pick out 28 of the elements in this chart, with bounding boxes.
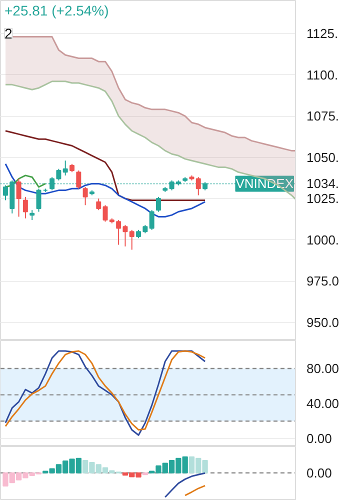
line-series	[4, 130, 206, 201]
candlestick	[156, 196, 161, 212]
y-tick-label: 40.00	[306, 396, 340, 412]
y-tick-label: 1050.	[306, 150, 340, 165]
candlestick	[22, 196, 28, 219]
candlestick	[129, 229, 134, 250]
y-tick-label: 975.0	[306, 274, 340, 289]
y-tick-label: 1025.	[306, 191, 340, 206]
y-tick-label: 950.0	[306, 314, 340, 330]
candlestick	[82, 186, 88, 206]
y-tick-label: 1034.	[306, 176, 340, 192]
candlestick	[62, 160, 68, 176]
candlestick	[149, 210, 154, 230]
y-tick-label: 80.00	[306, 361, 340, 376]
candlestick	[36, 188, 42, 212]
y-tick-label: 1075.	[306, 108, 340, 124]
y-tick-label: 1125.	[306, 26, 338, 42]
candlestick	[30, 210, 35, 221]
y-tick-label: 1000.	[306, 232, 340, 248]
line-series	[4, 163, 206, 218]
y-tick-label: 1100.	[306, 67, 338, 82]
y-tick-label: 0.00	[306, 431, 332, 446]
candlestick	[76, 170, 82, 190]
candlestick	[16, 178, 22, 218]
annotation: +25.81 (+2.54%)	[4, 2, 109, 18]
annotation: 2	[4, 26, 12, 42]
candlestick	[196, 176, 201, 196]
candlestick	[96, 198, 102, 211]
